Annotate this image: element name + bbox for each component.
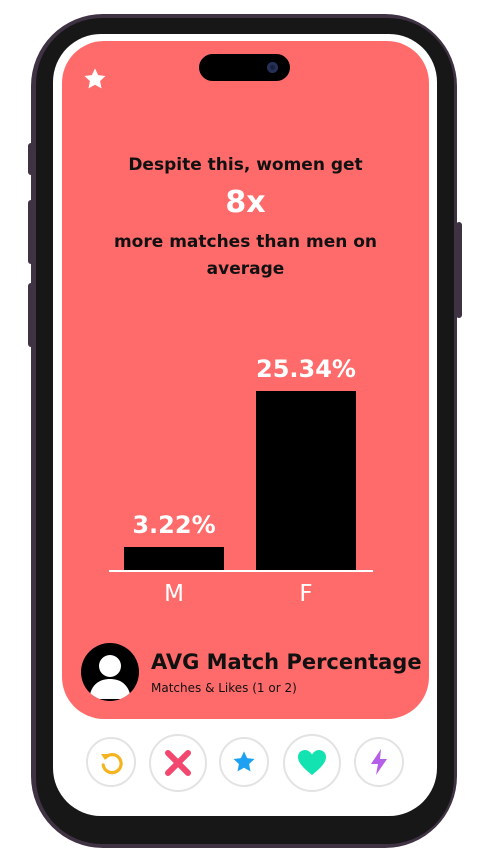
card-subtitle: Matches & Likes (1 or 2) xyxy=(151,681,297,695)
category-label-m: M xyxy=(164,581,184,607)
bar-f xyxy=(256,391,356,570)
super-like-icon xyxy=(233,751,255,772)
like-button[interactable] xyxy=(283,734,341,792)
super-like-button[interactable] xyxy=(219,737,269,787)
headline-line2: more matches than men on average xyxy=(113,232,378,279)
boost-icon xyxy=(371,749,387,775)
data-label-m: 3.22% xyxy=(132,511,216,539)
card-title: AVG Match Percentage xyxy=(151,650,422,674)
bar-m xyxy=(124,547,224,570)
chart-baseline xyxy=(109,570,373,572)
avatar[interactable] xyxy=(81,643,139,701)
data-label-f: 25.34% xyxy=(256,355,356,383)
rewind-icon xyxy=(101,753,123,775)
headline-multiplier: 8x xyxy=(225,185,266,220)
side-button xyxy=(456,222,462,318)
side-button xyxy=(28,200,34,264)
profile-card xyxy=(62,41,429,719)
camera-icon xyxy=(267,62,278,73)
headline-line1: Despite this, women get xyxy=(128,155,363,175)
rewind-button[interactable] xyxy=(86,737,136,787)
star-icon[interactable] xyxy=(82,66,108,92)
nope-icon xyxy=(165,750,191,776)
boost-button[interactable] xyxy=(354,737,404,787)
like-icon xyxy=(298,750,326,775)
category-label-f: F xyxy=(299,581,313,607)
nope-button[interactable] xyxy=(149,734,207,792)
user-icon xyxy=(89,655,131,699)
side-button xyxy=(28,283,34,347)
side-button xyxy=(28,143,34,175)
